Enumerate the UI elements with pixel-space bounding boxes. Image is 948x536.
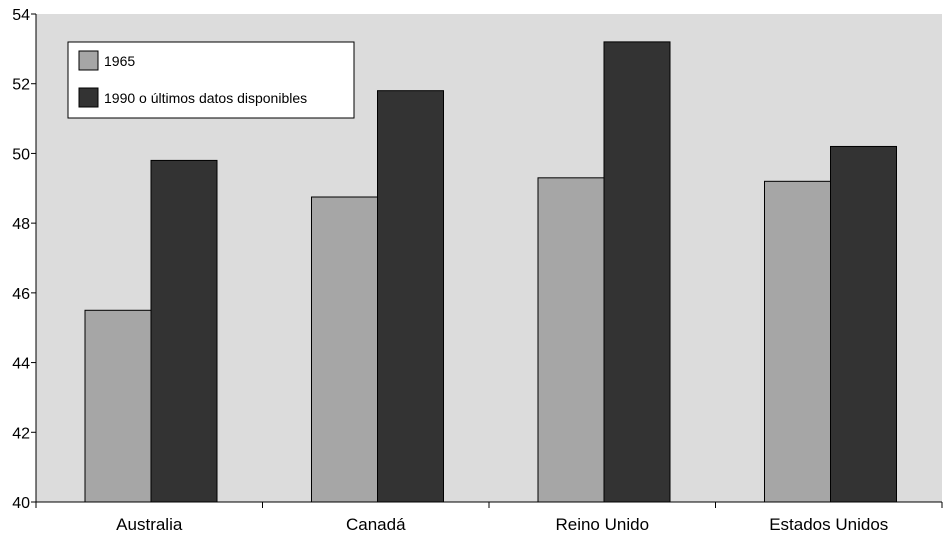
- y-tick-label: 48: [12, 216, 30, 233]
- y-tick-label: 44: [12, 356, 30, 373]
- legend-box: [67, 41, 355, 119]
- legend-label-1990: 1990 o últimos datos disponibles: [104, 90, 307, 106]
- legend-label-1965: 1965: [104, 53, 135, 69]
- bar-1965-canadá: [311, 196, 378, 503]
- y-tick-label: 52: [12, 77, 30, 94]
- bar-1965-australia: [84, 309, 152, 503]
- y-tick-label: 50: [12, 146, 30, 163]
- x-tick-label: Reino Unido: [555, 515, 649, 534]
- x-tick-label: Australia: [116, 515, 183, 534]
- legend: 1965 1990 o últimos datos disponibles: [67, 41, 355, 119]
- x-tick-label: Canadá: [346, 515, 406, 534]
- bars-layer: [84, 41, 897, 503]
- bar-1990-reino-unido: [603, 41, 671, 503]
- bar-1965-reino-unido: [537, 177, 605, 503]
- axes-layer: 40 42 44 46 48 50 52 54 Australia Canadá Reino Uni…: [12, 7, 943, 534]
- legend-swatch-1965: [78, 50, 99, 71]
- x-tick-label: Estados Unidos: [769, 515, 888, 534]
- y-tick-label: 46: [12, 286, 30, 303]
- bar-1990-canadá: [377, 90, 444, 503]
- legend-swatch-1990: [78, 87, 99, 108]
- bar-1990-australia: [150, 159, 218, 503]
- y-tick-label: 42: [12, 425, 30, 442]
- y-tick-label: 40: [12, 495, 30, 512]
- bar-1965-estados-unidos: [764, 180, 831, 503]
- y-tick-label: 54: [12, 7, 30, 24]
- bar-1990-estados-unidos: [830, 145, 897, 503]
